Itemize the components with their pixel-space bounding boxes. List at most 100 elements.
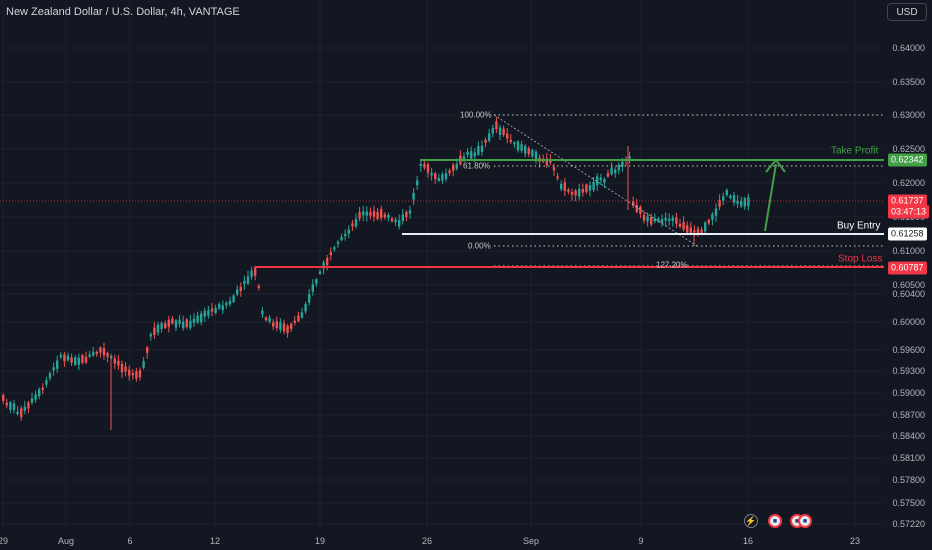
candle-body bbox=[131, 372, 134, 376]
candle-body bbox=[736, 200, 739, 204]
drawings-layer bbox=[0, 114, 884, 268]
symbol-title[interactable]: New Zealand Dollar / U.S. Dollar, 4h, VA… bbox=[6, 6, 240, 18]
candle-body bbox=[743, 198, 746, 207]
candle-body bbox=[9, 402, 12, 410]
candle-body bbox=[5, 402, 8, 406]
candle-body bbox=[239, 286, 242, 291]
candle-body bbox=[596, 176, 599, 186]
time-tick-label: 23 bbox=[849, 536, 861, 546]
price-tick-label: 0.58700 bbox=[892, 410, 925, 420]
candle-body bbox=[99, 347, 102, 353]
candle-body bbox=[340, 237, 343, 240]
stop-loss-label[interactable]: Stop Loss bbox=[838, 253, 883, 265]
candle-body bbox=[142, 361, 145, 368]
lightning-icon[interactable]: ⚡ bbox=[744, 514, 758, 528]
candle-body bbox=[372, 210, 376, 217]
candle-body bbox=[390, 218, 394, 222]
price-tick-label: 0.58100 bbox=[892, 453, 925, 463]
candle-body bbox=[326, 258, 329, 266]
candle-body bbox=[354, 218, 358, 227]
candle-body bbox=[635, 204, 638, 212]
candle-body bbox=[124, 366, 127, 372]
candle-body bbox=[304, 303, 307, 312]
candle-body bbox=[462, 156, 466, 160]
candle-body bbox=[563, 182, 566, 191]
candle-body bbox=[686, 225, 689, 233]
us-flag-icon[interactable]: ■ bbox=[798, 514, 812, 528]
candle-body bbox=[549, 159, 552, 163]
candle-body bbox=[189, 320, 192, 328]
take-profit-label[interactable]: Take Profit bbox=[831, 145, 879, 157]
candle-body bbox=[419, 163, 422, 167]
candle-body bbox=[113, 358, 116, 364]
candle-body bbox=[156, 324, 160, 333]
candle-body bbox=[365, 211, 368, 216]
candle-body bbox=[182, 321, 185, 328]
chart-grid bbox=[0, 0, 884, 530]
candle-body bbox=[509, 139, 512, 143]
us-flag-icon[interactable]: ■ bbox=[768, 514, 782, 528]
candle-body bbox=[527, 148, 530, 155]
candle-body bbox=[383, 214, 386, 218]
candle-body bbox=[671, 217, 674, 222]
candle-body bbox=[484, 139, 487, 143]
candle-body bbox=[516, 141, 520, 151]
currency-button[interactable]: USD bbox=[887, 3, 927, 21]
time-tick-label: 26 bbox=[421, 536, 433, 546]
candle-body bbox=[693, 230, 696, 233]
candle-body bbox=[171, 318, 174, 324]
candle-body bbox=[678, 223, 682, 227]
candle-body bbox=[210, 308, 214, 312]
candle-body bbox=[300, 312, 304, 318]
candle-body bbox=[20, 408, 23, 418]
candle-body bbox=[570, 192, 574, 195]
current-price-tag: 0.61737 bbox=[888, 194, 927, 208]
candle-body bbox=[236, 289, 239, 295]
candle-body bbox=[646, 216, 649, 222]
candle-body bbox=[473, 152, 476, 157]
candle-body bbox=[430, 172, 433, 176]
candle-body bbox=[617, 164, 620, 171]
candle-body bbox=[689, 227, 692, 234]
candle-body bbox=[30, 398, 34, 403]
fib-label-618: 61.80% bbox=[463, 161, 491, 171]
candle-body bbox=[59, 354, 62, 358]
candle-body bbox=[506, 133, 509, 139]
candle-body bbox=[351, 223, 354, 227]
candle-body bbox=[682, 221, 685, 230]
candle-body bbox=[603, 179, 606, 183]
candle-body bbox=[362, 211, 365, 216]
candle-body bbox=[707, 219, 710, 224]
candle-body bbox=[92, 351, 95, 356]
candle-body bbox=[556, 176, 559, 179]
time-tick-label: 29 bbox=[0, 536, 9, 546]
price-tick-label: 0.57800 bbox=[892, 475, 925, 485]
candle-body bbox=[164, 323, 167, 329]
candle-body bbox=[344, 233, 347, 237]
candle-body bbox=[128, 369, 131, 376]
candle-body bbox=[45, 380, 48, 385]
price-tick-label: 0.57500 bbox=[892, 498, 925, 508]
candle-body bbox=[668, 218, 671, 221]
candle-body bbox=[401, 214, 404, 221]
candle-body bbox=[322, 262, 325, 269]
candle-body bbox=[408, 210, 412, 214]
candle-body bbox=[588, 185, 592, 191]
candle-body bbox=[12, 403, 16, 411]
candle-body bbox=[502, 128, 505, 136]
candle-body bbox=[606, 173, 610, 177]
candle-body bbox=[243, 280, 246, 284]
candle-body bbox=[531, 149, 534, 157]
candle-body bbox=[452, 164, 455, 171]
buy-entry-label[interactable]: Buy Entry bbox=[837, 220, 881, 232]
price-tick-label: 0.57220 bbox=[892, 519, 925, 529]
candle-body bbox=[520, 144, 523, 151]
candle-body bbox=[225, 302, 228, 306]
candle-body bbox=[66, 355, 70, 361]
candle-body bbox=[466, 151, 469, 155]
candle-body bbox=[581, 188, 584, 193]
time-tick-label: 9 bbox=[638, 536, 644, 546]
candle-body bbox=[444, 173, 448, 180]
candle-body bbox=[84, 356, 88, 363]
